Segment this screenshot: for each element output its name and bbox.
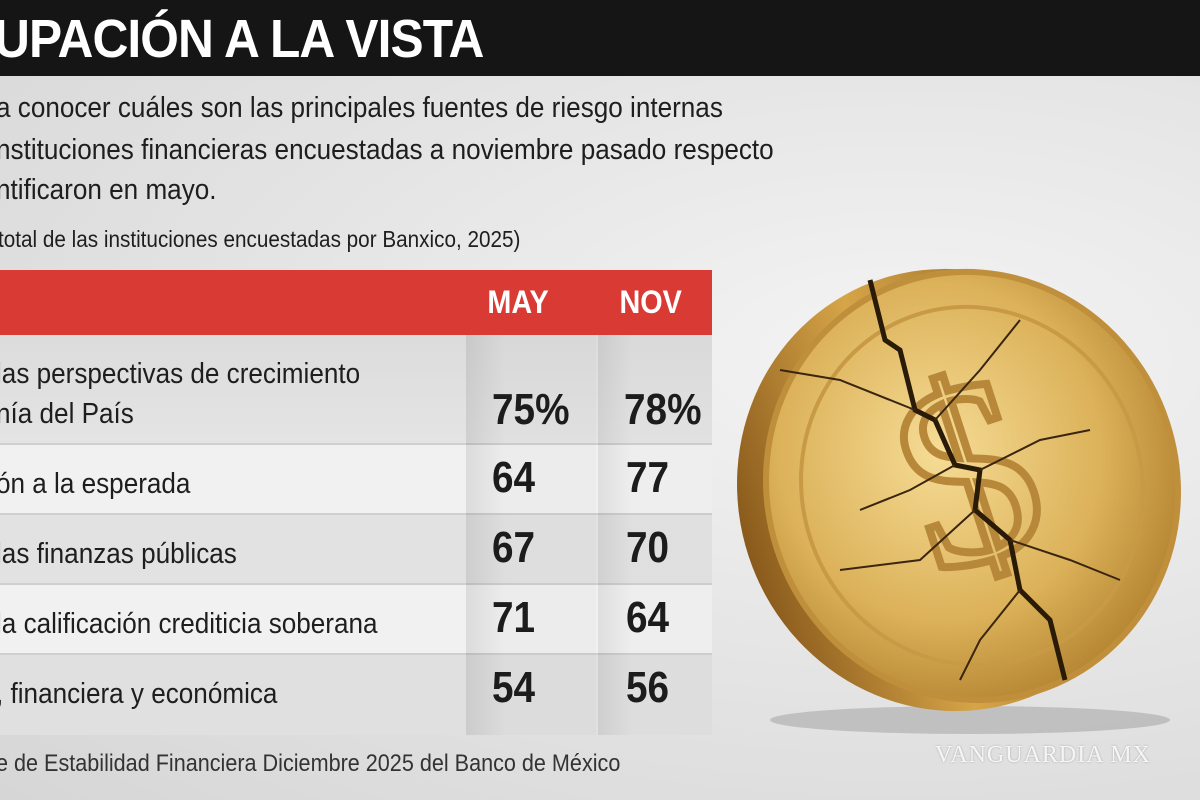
- value-may: 67: [492, 523, 536, 572]
- page-title: UPACIÓN A LA VISTA: [0, 9, 484, 69]
- row-label: , financiera y económica: [0, 678, 278, 710]
- row-label: ón a la esperada: [0, 468, 191, 500]
- cracked-coin-icon: $: [737, 268, 1181, 734]
- intro-line-3: ntificaron en mayo.: [0, 174, 217, 206]
- value-nov: 77: [626, 453, 670, 502]
- value-nov: 64: [626, 593, 670, 642]
- nov-column: [598, 335, 712, 735]
- value-may: 64: [492, 453, 536, 502]
- may-column: [466, 335, 596, 735]
- value-nov: 78%: [624, 385, 702, 434]
- row-label: las perspectivas de crecimiento: [0, 358, 361, 390]
- table-row: [0, 335, 712, 445]
- row-label: nía del País: [0, 398, 134, 430]
- intro-line-1: a conocer cuáles son las principales fue…: [0, 92, 723, 124]
- table-row: [0, 585, 712, 655]
- value-nov: 56: [626, 663, 670, 712]
- value-may: 71: [492, 593, 536, 642]
- intro-line-2: nstituciones financieras encuestadas a n…: [0, 134, 774, 166]
- value-may: 75%: [492, 385, 570, 434]
- row-label: la calificación crediticia soberana: [0, 608, 378, 640]
- value-may: 54: [492, 663, 536, 712]
- table-row: [0, 445, 712, 515]
- table-row: [0, 515, 712, 585]
- row-label: las finanzas públicas: [0, 538, 237, 570]
- column-header-may: MAY: [487, 284, 549, 320]
- table-header: MAY NOV: [0, 270, 712, 335]
- source-note: e de Estabilidad Financiera Diciembre 20…: [0, 750, 621, 777]
- table-row: [0, 655, 712, 735]
- subtitle: total de las instituciones encuestadas p…: [0, 226, 521, 252]
- column-header-nov: NOV: [619, 284, 682, 320]
- watermark: VANGUARDIA MX: [935, 742, 1151, 768]
- value-nov: 70: [626, 523, 670, 572]
- title-bar: UPACIÓN A LA VISTA: [0, 0, 1200, 76]
